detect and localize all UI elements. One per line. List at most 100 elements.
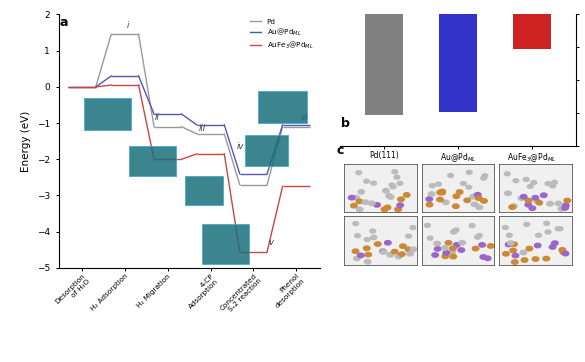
Circle shape	[404, 199, 410, 204]
Circle shape	[504, 252, 510, 257]
Circle shape	[452, 242, 458, 246]
Circle shape	[483, 193, 490, 198]
Bar	[439, 14, 477, 113]
Circle shape	[555, 178, 560, 182]
Circle shape	[386, 178, 391, 182]
Bar	[512, 14, 551, 49]
Circle shape	[480, 227, 486, 231]
Circle shape	[350, 207, 357, 211]
Circle shape	[456, 197, 463, 202]
Circle shape	[561, 259, 567, 264]
Circle shape	[505, 177, 511, 181]
Circle shape	[477, 243, 483, 248]
Circle shape	[359, 225, 364, 229]
Circle shape	[529, 200, 535, 205]
Circle shape	[531, 252, 538, 256]
FancyBboxPatch shape	[245, 135, 288, 166]
Circle shape	[436, 258, 443, 263]
Circle shape	[469, 251, 476, 256]
Circle shape	[380, 194, 387, 199]
Circle shape	[551, 253, 558, 258]
Circle shape	[464, 198, 471, 202]
Circle shape	[380, 195, 387, 199]
Circle shape	[550, 184, 556, 188]
Text: c: c	[337, 144, 344, 157]
Circle shape	[546, 207, 552, 211]
Circle shape	[346, 253, 353, 257]
Circle shape	[549, 246, 555, 251]
Circle shape	[397, 185, 402, 189]
Circle shape	[561, 242, 568, 247]
Circle shape	[475, 242, 481, 247]
Circle shape	[447, 229, 452, 233]
Circle shape	[488, 233, 494, 237]
Circle shape	[407, 234, 412, 238]
Circle shape	[445, 184, 451, 188]
Circle shape	[351, 203, 358, 208]
Circle shape	[482, 247, 489, 251]
Circle shape	[547, 242, 553, 246]
FancyBboxPatch shape	[84, 98, 132, 130]
Circle shape	[525, 198, 532, 203]
Circle shape	[549, 256, 556, 261]
FancyBboxPatch shape	[185, 176, 223, 205]
Circle shape	[553, 176, 559, 180]
Circle shape	[364, 246, 370, 251]
Text: ii: ii	[155, 113, 160, 122]
Circle shape	[519, 197, 526, 201]
Circle shape	[347, 256, 355, 260]
Circle shape	[536, 198, 543, 202]
FancyBboxPatch shape	[129, 146, 176, 176]
Circle shape	[352, 205, 359, 210]
Y-axis label: Energy (eV): Energy (eV)	[22, 110, 32, 172]
Circle shape	[394, 183, 400, 187]
Circle shape	[433, 171, 439, 174]
Circle shape	[529, 191, 535, 195]
Circle shape	[530, 233, 536, 237]
Circle shape	[553, 232, 559, 236]
Circle shape	[349, 231, 355, 235]
Circle shape	[435, 244, 442, 249]
Circle shape	[359, 189, 366, 194]
Circle shape	[525, 192, 532, 196]
Text: iii: iii	[198, 124, 206, 133]
Circle shape	[388, 241, 394, 245]
Circle shape	[347, 195, 353, 199]
Circle shape	[430, 237, 436, 241]
Circle shape	[352, 238, 357, 242]
Circle shape	[479, 173, 484, 177]
Circle shape	[422, 255, 429, 260]
Circle shape	[377, 191, 384, 196]
Circle shape	[401, 185, 407, 189]
Circle shape	[381, 240, 387, 245]
Circle shape	[396, 259, 402, 263]
Circle shape	[458, 173, 464, 177]
Circle shape	[470, 246, 476, 251]
Circle shape	[519, 258, 525, 262]
Circle shape	[478, 178, 484, 182]
Circle shape	[447, 198, 453, 203]
Circle shape	[507, 235, 512, 239]
Circle shape	[346, 200, 353, 205]
Circle shape	[453, 199, 459, 204]
Circle shape	[500, 203, 506, 208]
Circle shape	[445, 190, 451, 195]
Circle shape	[459, 228, 464, 232]
Text: b: b	[341, 117, 350, 130]
Circle shape	[542, 257, 549, 261]
Circle shape	[553, 207, 559, 211]
Circle shape	[529, 251, 535, 255]
Text: i: i	[127, 21, 129, 30]
Circle shape	[514, 258, 521, 262]
Circle shape	[404, 180, 410, 184]
Circle shape	[565, 190, 571, 194]
Circle shape	[405, 251, 411, 255]
Circle shape	[512, 195, 518, 199]
Circle shape	[357, 201, 363, 205]
Circle shape	[362, 256, 368, 260]
Circle shape	[375, 249, 381, 254]
Circle shape	[552, 245, 558, 250]
Circle shape	[471, 257, 477, 261]
Circle shape	[516, 192, 522, 196]
FancyBboxPatch shape	[202, 224, 249, 264]
